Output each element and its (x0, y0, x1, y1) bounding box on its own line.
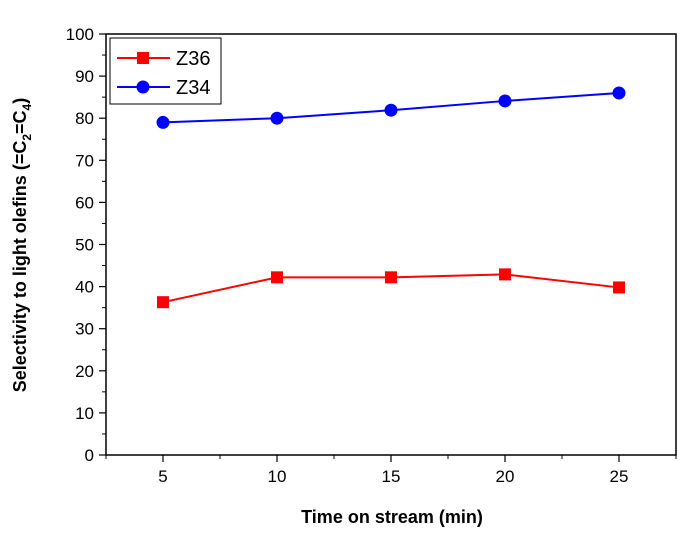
data-point (613, 281, 625, 294)
data-point (385, 271, 397, 284)
y-tick-label: 90 (75, 67, 94, 86)
x-tick-label: 25 (610, 467, 629, 486)
legend-label: Z34 (176, 77, 210, 99)
legend-box (109, 37, 222, 105)
y-axis-label: Selectivity to light olefins (=C2=C4) (10, 98, 34, 392)
y-tick-label: 50 (75, 236, 94, 255)
y-tick-label: 100 (66, 25, 94, 44)
data-point (498, 94, 512, 108)
y-axis-label-part-1: Selectivity to light olefins (=C (10, 141, 30, 393)
legend-marker (136, 80, 150, 94)
legend-label: Z36 (176, 48, 210, 70)
data-point (499, 268, 511, 281)
data-point (271, 271, 283, 284)
y-tick-label: 20 (75, 362, 94, 381)
x-tick-label: 10 (268, 467, 287, 486)
y-axis-label-part-3: ) (10, 98, 30, 104)
x-axis-label: Time on stream (min) (301, 507, 483, 527)
y-tick-label: 70 (75, 151, 94, 170)
series-z34 (156, 86, 626, 129)
series-z36 (157, 268, 625, 309)
y-tick-label: 30 (75, 320, 94, 339)
data-point (270, 111, 284, 125)
y-tick-label: 80 (75, 109, 94, 128)
data-point (612, 86, 626, 100)
data-point (156, 115, 170, 129)
y-tick-label: 0 (85, 446, 94, 465)
y-tick-label: 10 (75, 404, 94, 423)
y-axis-label-subscript-1: 2 (20, 134, 34, 141)
legend-marker (137, 52, 149, 64)
y-tick-label: 40 (75, 278, 94, 297)
x-axis-ticks: 5 10 15 20 25 (105, 455, 677, 486)
y-axis-ticks: 0 10 20 30 40 50 60 70 80 90 100 (66, 25, 106, 465)
y-tick-label: 60 (75, 193, 94, 212)
y-axis-label-subscript-2: 4 (20, 103, 34, 110)
x-tick-label: 20 (496, 467, 515, 486)
data-series (156, 86, 626, 309)
data-point (384, 103, 398, 117)
y-axis-label-part-2: =C (10, 110, 30, 134)
data-point (157, 296, 169, 309)
x-tick-label: 5 (158, 467, 167, 486)
x-tick-label: 15 (382, 467, 401, 486)
